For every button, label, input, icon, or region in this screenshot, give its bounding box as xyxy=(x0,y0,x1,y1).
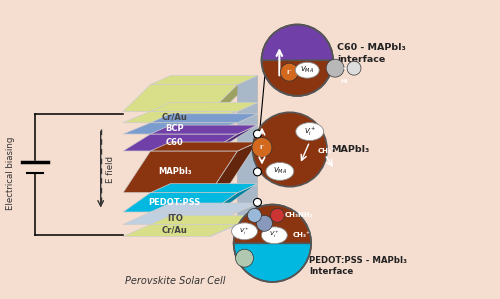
Circle shape xyxy=(256,215,272,231)
Text: Perovskite Solar Cell: Perovskite Solar Cell xyxy=(124,276,225,286)
Polygon shape xyxy=(150,203,258,212)
Circle shape xyxy=(236,249,254,267)
Circle shape xyxy=(254,130,262,138)
Text: BCP: BCP xyxy=(166,124,184,133)
Circle shape xyxy=(254,168,262,176)
Text: E field: E field xyxy=(106,156,114,183)
Text: PEDOT:PSS: PEDOT:PSS xyxy=(148,198,201,207)
Polygon shape xyxy=(210,184,258,212)
Text: CH₃⁺: CH₃⁺ xyxy=(292,232,310,238)
Text: C60 - MAPbI₃: C60 - MAPbI₃ xyxy=(337,43,406,52)
Polygon shape xyxy=(123,134,238,151)
Text: I⁻: I⁻ xyxy=(286,70,292,75)
Polygon shape xyxy=(123,212,238,225)
Circle shape xyxy=(248,208,262,222)
Polygon shape xyxy=(123,85,238,112)
Polygon shape xyxy=(210,114,258,134)
Text: $V_i^+$: $V_i^+$ xyxy=(304,126,316,138)
Text: CH₃NH₂: CH₃NH₂ xyxy=(284,212,313,218)
Text: PEDOT:PSS - MAPbI₃: PEDOT:PSS - MAPbI₃ xyxy=(309,256,407,265)
Polygon shape xyxy=(123,193,238,212)
Circle shape xyxy=(270,208,284,222)
Wedge shape xyxy=(234,205,311,243)
Polygon shape xyxy=(150,216,258,225)
Polygon shape xyxy=(238,76,258,237)
Polygon shape xyxy=(123,123,238,134)
Text: HI: HI xyxy=(340,79,348,84)
Text: $V_i^+$: $V_i^+$ xyxy=(269,230,280,240)
Polygon shape xyxy=(210,216,258,237)
Polygon shape xyxy=(123,151,238,193)
Circle shape xyxy=(252,138,272,158)
Text: MAPbI₃: MAPbI₃ xyxy=(331,145,369,154)
Text: Interface: Interface xyxy=(309,267,354,276)
Polygon shape xyxy=(210,203,258,225)
Text: Cr/Au: Cr/Au xyxy=(162,226,188,235)
Polygon shape xyxy=(150,125,258,134)
Polygon shape xyxy=(123,225,238,237)
Circle shape xyxy=(347,61,361,75)
Polygon shape xyxy=(150,184,258,193)
Polygon shape xyxy=(210,103,258,123)
Ellipse shape xyxy=(232,223,258,240)
Polygon shape xyxy=(210,76,258,112)
Polygon shape xyxy=(210,142,258,193)
Text: C60: C60 xyxy=(166,138,184,147)
Text: $V_{MA}$: $V_{MA}$ xyxy=(300,65,314,75)
Polygon shape xyxy=(150,76,258,85)
Ellipse shape xyxy=(296,62,319,78)
Polygon shape xyxy=(150,114,258,123)
Text: I⁻: I⁻ xyxy=(259,145,265,150)
Ellipse shape xyxy=(262,227,287,244)
Ellipse shape xyxy=(296,123,324,141)
Wedge shape xyxy=(234,243,311,282)
Polygon shape xyxy=(210,125,258,151)
Circle shape xyxy=(252,112,327,187)
Text: MAPbI₃: MAPbI₃ xyxy=(158,167,192,176)
Text: CH₃⁺: CH₃⁺ xyxy=(318,149,336,155)
Circle shape xyxy=(254,198,262,206)
Text: interface: interface xyxy=(337,55,385,64)
Text: $V_{MA}$: $V_{MA}$ xyxy=(273,166,287,176)
Ellipse shape xyxy=(266,162,294,180)
Polygon shape xyxy=(123,112,238,123)
Text: ITO: ITO xyxy=(167,214,183,223)
Polygon shape xyxy=(150,142,258,151)
Circle shape xyxy=(326,59,344,77)
Wedge shape xyxy=(262,25,333,60)
Text: Cr/Au: Cr/Au xyxy=(162,112,188,122)
Polygon shape xyxy=(150,103,258,112)
Wedge shape xyxy=(262,60,333,96)
Text: $V_i^+$: $V_i^+$ xyxy=(239,226,250,237)
Text: Electrical biasing: Electrical biasing xyxy=(6,137,15,210)
Circle shape xyxy=(280,63,298,81)
